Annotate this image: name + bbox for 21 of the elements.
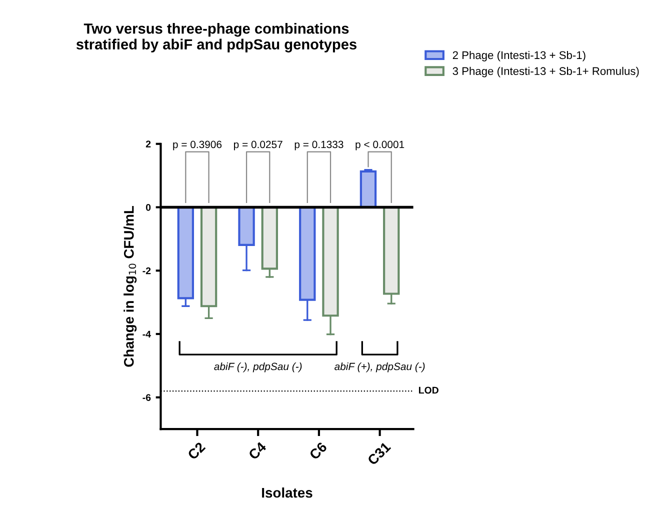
annotation: p = 0.3906: [173, 140, 222, 150]
annotation: p = 0.0257: [234, 140, 282, 150]
annotation: p < 0.0001: [356, 140, 404, 150]
y-tick-label: 2: [146, 140, 151, 148]
legend-label: 2 Phage (Intesti-13 + Sb-1): [452, 50, 586, 62]
x-tick-label: C6: [308, 441, 328, 460]
ref-line-label: LOD: [418, 386, 438, 394]
y-axis-title: Change in log$_{10}$ CFU/mL: [124, 206, 137, 367]
x-tick-label: C31: [366, 441, 392, 466]
y-tick-label: -6: [142, 394, 151, 401]
y-tick-label: -4: [142, 330, 151, 338]
legend-label: 3 Phage (Intesti-13 + Sb-1+ Romulus): [452, 66, 639, 78]
annotation: p = 0.1333: [294, 140, 344, 150]
x-tick-label: C2: [187, 442, 206, 460]
x-axis-title: Isolates: [262, 487, 312, 498]
annotation: abiF (+), pdpSau (-): [334, 362, 425, 372]
chart-title: Two versus three-phage combinations stratified by abiF and pdpSau genotypes: [76, 23, 356, 52]
y-tick-label: 0: [146, 204, 151, 211]
annotation: abiF (-), pdpSau (-): [214, 362, 302, 372]
x-tick-label: C4: [248, 441, 267, 460]
y-tick-label: -2: [142, 267, 151, 274]
